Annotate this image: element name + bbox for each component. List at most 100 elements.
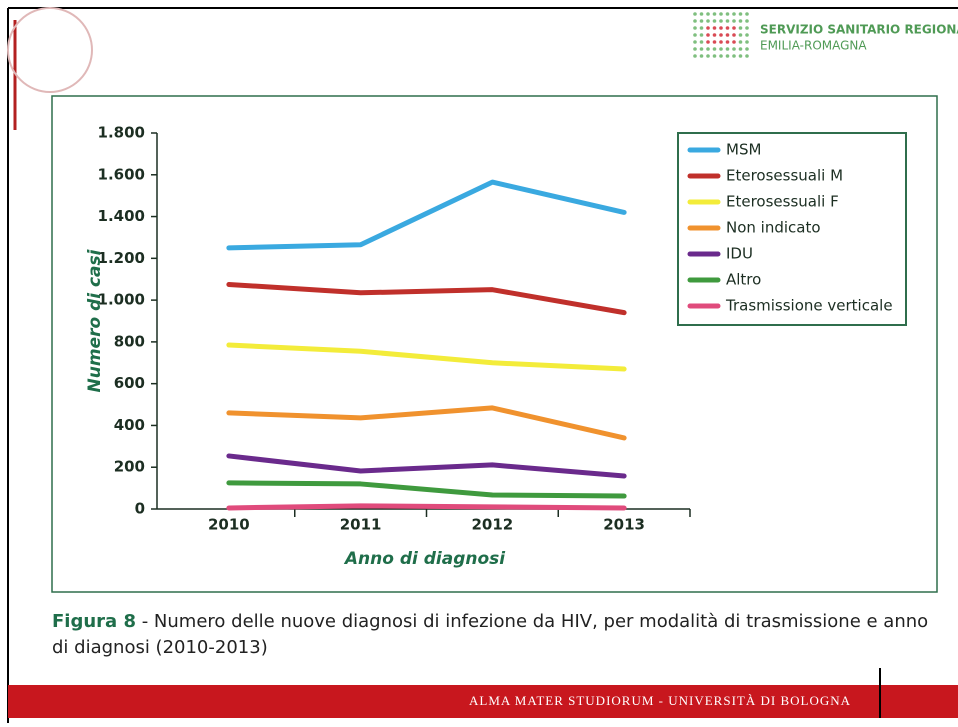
logo-dot xyxy=(719,12,723,16)
legend-label: MSM xyxy=(726,141,761,159)
logo-dot xyxy=(738,54,743,58)
logo-dot xyxy=(719,26,723,30)
logo-dot xyxy=(712,26,717,30)
logo-dot xyxy=(699,19,704,23)
logo-dot xyxy=(745,40,749,44)
logo-dot xyxy=(732,19,736,23)
footer-band xyxy=(8,685,958,718)
caption-text-cont: di diagnosi (2010-2013) xyxy=(52,637,268,658)
x-tick-label: 2010 xyxy=(208,516,250,534)
org-line1: SERVIZIO SANITARIO REGIONALE xyxy=(760,23,958,37)
logo-dot xyxy=(745,12,749,16)
logo-dot xyxy=(706,40,710,44)
logo-dot xyxy=(699,26,704,30)
logo-dot xyxy=(706,19,710,23)
university-seal xyxy=(7,7,93,93)
legend-label: Altro xyxy=(726,271,761,289)
logo-dot xyxy=(732,12,736,16)
logo-dot xyxy=(738,40,743,44)
logo-dot xyxy=(725,40,730,44)
series-line xyxy=(226,281,627,316)
footer-text: ALMA MATER STUDIORUM - UNIVERSITÀ DI BOL… xyxy=(469,693,851,708)
logo-dot xyxy=(738,47,743,51)
y-tick-label: 600 xyxy=(114,374,145,392)
logo-dot xyxy=(745,33,749,37)
x-axis-label: Anno di diagnosi xyxy=(343,549,506,569)
caption-label: Figura 8 xyxy=(52,611,136,632)
legend-label: Trasmissione verticale xyxy=(725,297,893,315)
logo-dot xyxy=(725,47,730,51)
series-line xyxy=(226,453,627,479)
logo-dot xyxy=(699,47,704,51)
logo-dot xyxy=(732,47,736,51)
logo-dot xyxy=(712,33,717,37)
y-axis-label: Numero di casi xyxy=(85,248,105,392)
logo-dot xyxy=(712,19,717,23)
series-line xyxy=(226,480,627,499)
logo-dot xyxy=(699,54,704,58)
logo-dot xyxy=(745,26,749,30)
x-tick-label: 2012 xyxy=(472,516,514,534)
logo-dot xyxy=(719,19,723,23)
y-tick-label: 1.800 xyxy=(98,124,145,142)
logo-dot xyxy=(745,19,749,23)
logo-dot xyxy=(706,12,710,16)
series-line xyxy=(226,342,627,372)
logo-dot xyxy=(706,26,710,30)
x-tick-label: 2013 xyxy=(603,516,645,534)
logo-dot xyxy=(725,54,730,58)
logo-dot xyxy=(719,47,723,51)
logo-dot xyxy=(693,33,697,37)
logo-dot xyxy=(725,26,730,30)
logo-dot xyxy=(725,19,730,23)
y-tick-label: 1.200 xyxy=(98,249,145,267)
org-line2: EMILIA-ROMAGNA xyxy=(760,39,867,53)
y-tick-label: 1.600 xyxy=(98,165,145,183)
y-tick-label: 0 xyxy=(135,500,145,518)
logo-dot xyxy=(712,47,717,51)
logo-dot xyxy=(738,26,743,30)
y-tick-label: 400 xyxy=(114,416,145,434)
logo-dot xyxy=(745,54,749,58)
chart-frame xyxy=(51,95,938,593)
logo-dot xyxy=(732,33,736,37)
logo-dot xyxy=(732,40,736,44)
logo-dot xyxy=(699,12,704,16)
logo-dot xyxy=(732,26,736,30)
logo-dot xyxy=(693,19,697,23)
caption-text: - Numero delle nuove diagnosi di infezio… xyxy=(136,611,928,632)
logo-dot xyxy=(712,54,717,58)
logo-dot xyxy=(706,33,710,37)
legend-label: Eterosessuali F xyxy=(726,193,839,211)
caption-line1: Figura 8 - Numero delle nuove diagnosi d… xyxy=(52,611,928,632)
logo-dot xyxy=(706,54,710,58)
logo-dot xyxy=(725,12,730,16)
logo-dot xyxy=(745,47,749,51)
y-tick-label: 800 xyxy=(114,332,145,350)
logo-dot xyxy=(699,40,704,44)
legend-label: Non indicato xyxy=(726,219,821,237)
series-line xyxy=(226,179,627,251)
logo-dot xyxy=(693,54,697,58)
logo-dot xyxy=(706,47,710,51)
region-logo xyxy=(693,12,749,58)
y-tick-label: 1.000 xyxy=(98,291,145,309)
logo-dot xyxy=(712,12,717,16)
series-line xyxy=(226,503,627,511)
logo-dot xyxy=(738,12,743,16)
legend-label: IDU xyxy=(726,245,753,263)
logo-dot xyxy=(719,33,723,37)
logo-dot xyxy=(693,12,697,16)
caption-line2: di diagnosi (2010-2013) xyxy=(52,637,268,658)
y-tick-label: 200 xyxy=(114,458,145,476)
x-tick-label: 2011 xyxy=(340,516,382,534)
logo-dot xyxy=(725,33,730,37)
logo-dot xyxy=(738,33,743,37)
logo-dot xyxy=(719,54,723,58)
logo-dot xyxy=(738,19,743,23)
logo-dot xyxy=(693,26,697,30)
logo-dot xyxy=(732,54,736,58)
chart: 0 200 400 600 800 1.000 1.200 1.400 1.600 1.800 20… xyxy=(85,124,907,569)
series-line xyxy=(226,405,627,441)
